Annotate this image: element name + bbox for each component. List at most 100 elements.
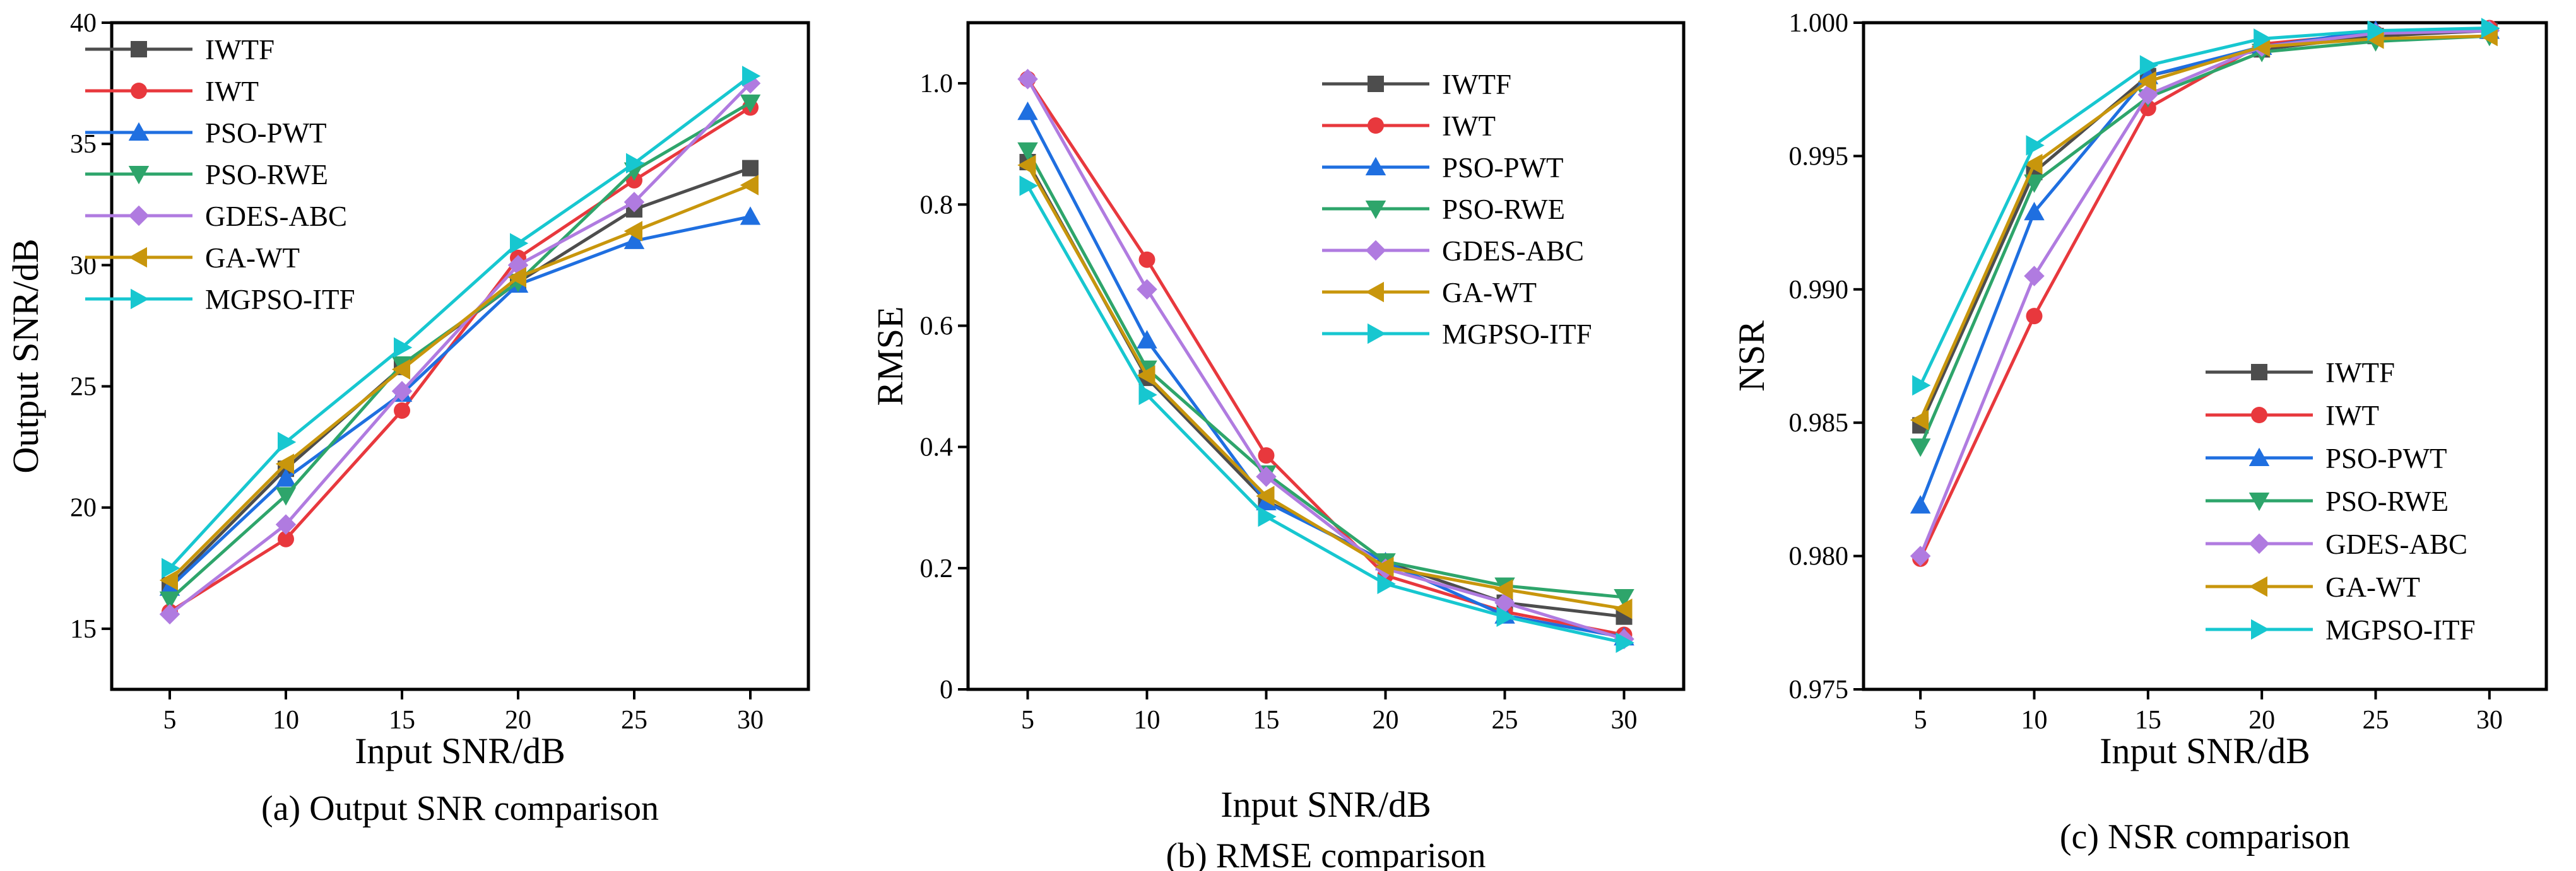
data-point	[1910, 546, 1931, 566]
x-tick-label: 10	[2021, 706, 2048, 735]
data-point	[742, 66, 761, 86]
legend-label: IWT	[2325, 400, 2379, 431]
x-axis-label: Input SNR/dB	[2100, 730, 2310, 771]
chart-b: 0 0.2 0.4 0.6 0.8 1.0 5 10 15 20 25 30 Input SNR/dB R…	[870, 21, 1686, 871]
x-tick-label: 15	[2135, 706, 2161, 735]
series-line	[1026, 161, 1624, 619]
legend-label: MGPSO-ITF	[1442, 319, 1592, 350]
legend-marker	[131, 41, 147, 57]
legend-marker	[131, 83, 147, 99]
data-point	[275, 453, 294, 474]
data-point	[740, 206, 761, 225]
data-point	[2024, 201, 2045, 221]
data-point	[1256, 466, 1277, 487]
data-point	[2254, 28, 2272, 49]
data-point	[275, 487, 297, 506]
series-iwt	[1912, 20, 2498, 567]
data-point	[742, 160, 759, 177]
data-point	[623, 192, 645, 213]
legend-entry: GA-WT	[85, 242, 300, 274]
plot-frame	[1862, 21, 2548, 691]
series-line	[168, 184, 751, 582]
series-ga-wt	[1910, 25, 2498, 431]
legend-entry: IWT	[85, 76, 259, 107]
legend-marker	[2251, 364, 2267, 380]
series-line	[1918, 29, 2490, 506]
series-gdes-abc	[1910, 20, 2500, 566]
y-axis-label: Output SNR/dB	[5, 238, 46, 473]
data-point	[740, 175, 759, 196]
series-line	[1918, 26, 2490, 559]
legend-marker	[128, 122, 150, 141]
x-tick-label: 15	[1253, 706, 1280, 735]
data-point	[2139, 55, 2159, 76]
y-tick-label: 0.990	[1789, 276, 1849, 305]
legend-entry: GDES-ABC	[1322, 235, 1584, 267]
data-point	[2024, 266, 2045, 286]
chart-c: 0.975 0.980 0.985 0.990 0.995 1.000 5 10 15 20 25 3…	[1731, 9, 2548, 856]
legend-label: IWTF	[205, 34, 275, 66]
series-iwtf	[1912, 22, 2498, 434]
data-point	[510, 233, 529, 254]
x-tick-label: 5	[1021, 706, 1034, 735]
y-tick-label: 1.0	[920, 69, 954, 98]
y-tick-label: 0.8	[920, 190, 954, 219]
data-point	[507, 267, 526, 288]
legend-label: PSO-RWE	[205, 159, 328, 190]
legend-entry: GA-WT	[1322, 277, 1537, 308]
series-mgpso-itf	[1912, 18, 2500, 396]
x-tick-label: 25	[1492, 706, 1518, 735]
legend-label: GDES-ABC	[205, 201, 347, 232]
legend-marker	[1368, 323, 1386, 344]
legend-label: PSO-PWT	[2325, 443, 2447, 474]
data-point	[2024, 153, 2043, 175]
legend-marker	[1365, 281, 1384, 303]
data-point	[740, 94, 761, 114]
data-point	[1137, 365, 1155, 386]
legend-entry: PSO-PWT	[1322, 152, 1564, 184]
chart-caption: (b) RMSE comparison	[1166, 836, 1486, 871]
data-point	[159, 577, 180, 596]
x-tick-label: 30	[2476, 706, 2503, 735]
legend-marker	[1365, 201, 1386, 219]
data-point	[391, 380, 413, 402]
data-point	[1017, 69, 1038, 90]
legend-entry: PSO-PWT	[2206, 443, 2447, 474]
data-point	[1494, 579, 1513, 600]
x-axis-label: Input SNR/dB	[355, 730, 565, 771]
x-tick-label: 5	[1914, 706, 1927, 735]
legend-label: MGPSO-ITF	[2325, 614, 2476, 646]
y-tick-label: 1.000	[1789, 9, 1849, 38]
data-point	[1019, 175, 1038, 196]
legend-entry: GA-WT	[2206, 571, 2420, 603]
x-tick-label: 10	[273, 706, 299, 735]
data-point	[1616, 632, 1634, 653]
data-point	[1258, 447, 1275, 464]
x-tick-label: 25	[621, 706, 647, 735]
legend-label: GDES-ABC	[1442, 235, 1584, 267]
legend-label: IWTF	[2325, 357, 2395, 389]
legend-marker	[1365, 240, 1386, 261]
y-tick-label: 0.4	[920, 433, 954, 462]
legend-entry: MGPSO-ITF	[2206, 614, 2476, 646]
data-point	[1912, 375, 1931, 396]
legend-entry: GDES-ABC	[85, 201, 347, 232]
data-point	[278, 530, 294, 547]
legend-marker	[128, 205, 150, 226]
x-tick-label: 25	[2363, 706, 2389, 735]
legend-marker	[131, 288, 150, 310]
data-point	[159, 570, 178, 591]
data-point	[394, 402, 410, 419]
x-tick-label: 5	[163, 706, 177, 735]
data-point	[1138, 251, 1155, 268]
legend-label: PSO-PWT	[205, 117, 327, 149]
series-line	[1026, 185, 1625, 645]
y-tick-label: 0.985	[1789, 409, 1849, 438]
legend-entry: PSO-RWE	[85, 159, 328, 190]
y-axis-label: NSR	[1731, 320, 1772, 392]
legend-entry: IWTF	[1322, 69, 1511, 100]
y-tick-label: 0.995	[1789, 142, 1849, 171]
x-axis-label: Input SNR/dB	[1220, 784, 1431, 825]
legend-marker	[128, 247, 147, 268]
y-axis-label: RMSE	[870, 307, 911, 406]
